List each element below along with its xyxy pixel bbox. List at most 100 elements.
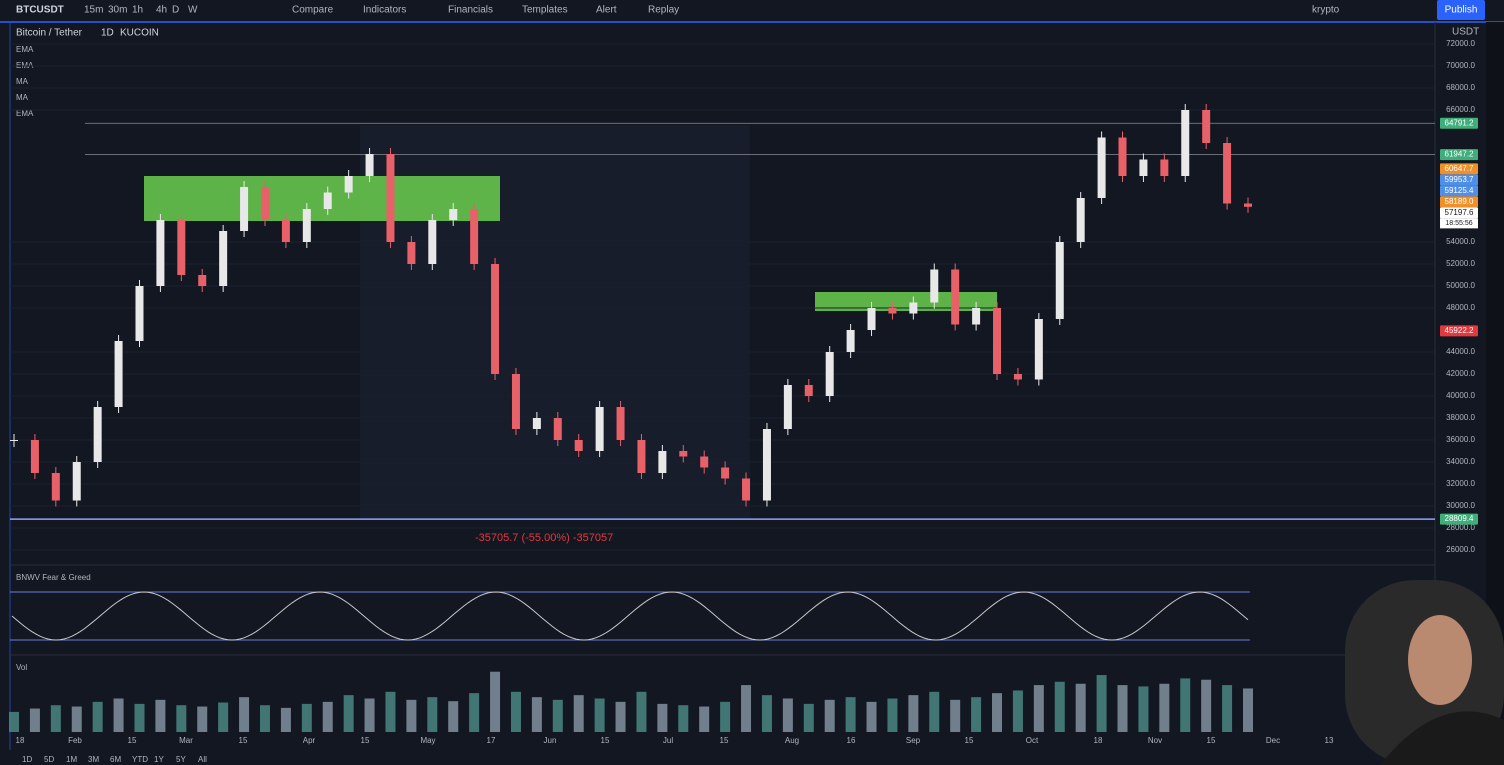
candle-body	[1160, 159, 1169, 176]
candle-body	[867, 308, 876, 330]
candle-body	[219, 231, 228, 286]
candle-body	[679, 451, 688, 457]
toolbar-button[interactable]: Financials	[448, 5, 493, 16]
interval-button[interactable]: 15m	[84, 5, 103, 16]
volume-bar	[1075, 683, 1086, 732]
volume-bar	[573, 695, 584, 732]
candle-body	[804, 385, 813, 396]
range-button[interactable]: 6M	[110, 755, 121, 764]
candle-body	[260, 187, 269, 220]
price-tag-label: 28809.4	[1445, 514, 1474, 523]
candle-body	[721, 467, 730, 479]
price-tag	[1440, 207, 1478, 219]
candle-body	[762, 429, 771, 501]
interval-button[interactable]: 4h	[156, 5, 167, 16]
measure-label: -35705.7 (-55.00%) -357057	[475, 532, 613, 544]
interval-button[interactable]: D	[172, 5, 179, 16]
volume-bar	[343, 695, 354, 732]
volume-bar	[469, 693, 480, 732]
candle-body	[1244, 203, 1252, 207]
volume-bar	[406, 699, 417, 732]
volume-bar	[803, 703, 814, 732]
countdown: 18:55:56	[1445, 220, 1472, 227]
range-button[interactable]: 1Y	[154, 755, 164, 764]
range-button[interactable]: 5Y	[176, 755, 186, 764]
candle-body	[1097, 137, 1106, 198]
candle-body	[783, 385, 792, 429]
candle-body	[825, 352, 834, 396]
indicator-name[interactable]: MA	[16, 93, 29, 102]
price-tag	[1440, 513, 1478, 525]
toolbar-button[interactable]: Templates	[522, 5, 568, 16]
volume-bar	[929, 691, 940, 732]
y-tick-label: 28000.0	[1446, 523, 1475, 532]
legend-interval: 1D	[101, 28, 114, 39]
price-tag-label: 58189.0	[1445, 197, 1474, 206]
candle-body	[1013, 374, 1022, 380]
volume-bar	[1096, 675, 1107, 732]
range-box	[144, 176, 500, 221]
volume-bar	[950, 699, 961, 732]
toolbar-button[interactable]: Compare	[292, 5, 334, 16]
x-tick-label: Mar	[179, 736, 193, 745]
candle-body	[51, 473, 60, 501]
volume-bar	[1117, 685, 1128, 732]
toolbar-button[interactable]: Indicators	[363, 5, 406, 16]
symbol[interactable]: BTCUSDT	[16, 5, 64, 16]
x-tick-label: 15	[601, 736, 610, 745]
y-tick-label: 34000.0	[1446, 457, 1475, 466]
candle-body	[10, 440, 18, 441]
range-button[interactable]: 1D	[22, 755, 32, 764]
volume-bar	[197, 706, 208, 732]
volume-bar	[845, 697, 856, 732]
candle-body	[449, 209, 458, 220]
volume-bar	[71, 706, 82, 732]
publish-label[interactable]: Publish	[1445, 5, 1478, 16]
candle-body	[595, 407, 604, 451]
volume-bar	[761, 695, 772, 732]
webcam-face	[1408, 615, 1472, 705]
volume-bar	[1033, 685, 1044, 732]
volume-bar	[50, 705, 61, 732]
volume-bar	[490, 671, 501, 732]
volume-bar	[866, 701, 877, 732]
range-button[interactable]: All	[198, 755, 207, 764]
volume-bar	[1222, 685, 1233, 732]
candle-body	[407, 242, 416, 264]
volume-bar	[594, 698, 605, 732]
webcam-body	[1380, 711, 1504, 765]
y-tick-label: 26000.0	[1446, 545, 1475, 554]
volume-bar	[1180, 678, 1191, 732]
range-button[interactable]: YTD	[132, 755, 148, 764]
volume-bar	[720, 701, 731, 732]
candle-body	[1076, 198, 1085, 242]
range-button[interactable]: 3M	[88, 755, 99, 764]
indicator-name[interactable]: EMA	[16, 109, 34, 118]
x-tick-label: 16	[847, 736, 856, 745]
user[interactable]: krypto	[1312, 5, 1340, 16]
price-tag-label: 59953.7	[1445, 175, 1474, 184]
range-button[interactable]: 1M	[66, 755, 77, 764]
price-tag-label: 57197.6	[1445, 208, 1474, 217]
volume-bar	[176, 705, 187, 732]
indicator-name[interactable]: EMA	[16, 45, 34, 54]
candle-body	[1034, 319, 1043, 380]
price-tag	[1440, 149, 1478, 161]
volume-bar	[824, 699, 835, 732]
interval-button[interactable]: 1h	[132, 5, 143, 16]
indicator-name[interactable]: MA	[16, 77, 29, 86]
price-tag	[1440, 185, 1478, 197]
interval-button[interactable]: 30m	[108, 5, 127, 16]
toolbar-button[interactable]: Replay	[648, 5, 679, 16]
candle-body	[30, 440, 39, 473]
candle-body	[470, 209, 479, 264]
toolbar-button[interactable]: Alert	[596, 5, 617, 16]
candle-body	[156, 220, 165, 286]
candle-body	[1055, 242, 1064, 319]
y-tick-label: 52000.0	[1446, 259, 1475, 268]
volume-bar	[531, 697, 542, 732]
publish-button[interactable]	[1437, 0, 1485, 20]
range-button[interactable]: 5D	[44, 755, 54, 764]
interval-button[interactable]: W	[188, 5, 198, 16]
